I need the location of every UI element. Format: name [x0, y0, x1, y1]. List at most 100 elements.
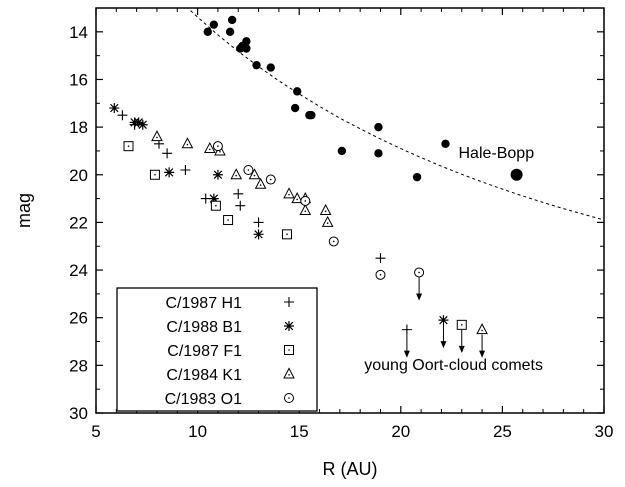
data-point	[133, 117, 144, 128]
marker-shape	[290, 103, 300, 113]
data-point	[375, 269, 386, 280]
marker-dot	[215, 204, 217, 207]
legend-entry-marker	[283, 367, 295, 379]
data-point	[412, 172, 422, 182]
marker-shape	[151, 130, 163, 142]
x-tick-label: 20	[391, 422, 410, 441]
data-point	[212, 169, 223, 180]
annotation-label: Hale-Bopp	[458, 145, 534, 162]
marker-dot	[217, 145, 219, 147]
y-tick-label: 28	[69, 356, 88, 375]
marker-shape	[374, 149, 383, 158]
data-point	[248, 168, 261, 180]
marker-dot	[288, 349, 290, 351]
marker-dot	[227, 219, 229, 221]
marker-shape	[252, 60, 261, 70]
data-point	[149, 169, 160, 180]
data-point	[375, 253, 386, 264]
marker-dot	[156, 136, 158, 139]
legend-entry-marker	[284, 321, 294, 331]
data-point	[319, 203, 332, 215]
data-point	[123, 141, 134, 152]
annotations: Hale-Bopp young Oort-cloud comets	[364, 145, 543, 374]
marker-shape	[117, 110, 128, 121]
data-point	[243, 165, 254, 175]
marker-shape	[266, 63, 275, 72]
fit-curve	[186, 8, 604, 221]
marker-shape	[319, 203, 332, 215]
marker-dot	[288, 374, 290, 376]
legend-entry-label: C/1988 B1	[166, 319, 242, 336]
marker-dot	[253, 174, 256, 177]
y-tick-label: 20	[69, 166, 88, 185]
marker-shape	[253, 229, 264, 240]
axes: 5 10 15 20 25 30 14 16 18 20 22 24 26 28 30 R (AU) mag	[14, 7, 613, 479]
y-tick-label: 30	[69, 404, 88, 423]
data-point	[510, 168, 523, 181]
legend-box	[116, 287, 318, 412]
data-point	[223, 215, 234, 226]
marker-dot	[247, 169, 250, 171]
data-point	[292, 87, 302, 96]
data-point	[242, 37, 251, 46]
data-point	[291, 192, 303, 204]
marker-shape	[242, 37, 251, 46]
limit-arrow-head	[403, 350, 410, 358]
marker-shape	[401, 324, 412, 335]
x-tick-label: 5	[91, 422, 100, 441]
data-point	[233, 188, 244, 199]
data-point	[307, 111, 316, 120]
marker-dot	[259, 184, 262, 186]
data-point	[265, 174, 276, 185]
data-point	[456, 319, 467, 330]
data-point	[266, 63, 275, 72]
limit-arrow-head	[440, 341, 447, 349]
marker-dot	[235, 174, 238, 177]
x-axis-label: R (AU)	[323, 459, 378, 479]
marker-dot	[127, 145, 130, 147]
data-point	[162, 148, 173, 159]
data-point	[374, 122, 383, 132]
legend-entry-label: C/1987 F1	[167, 343, 242, 360]
data-point	[164, 167, 175, 178]
marker-dot	[324, 210, 327, 213]
marker-shape	[203, 141, 216, 154]
data-point	[414, 267, 425, 278]
marker-shape	[254, 177, 267, 189]
marker-shape	[212, 169, 223, 180]
data-point	[225, 27, 235, 37]
marker-shape	[321, 215, 334, 227]
marker-shape	[510, 168, 523, 181]
data-point	[321, 215, 334, 227]
data-point	[210, 200, 221, 211]
upper-limit-arrows	[403, 277, 486, 358]
data-point	[374, 149, 383, 158]
marker-shape	[307, 111, 316, 120]
data-point	[401, 324, 412, 335]
marker-shape	[438, 315, 449, 326]
marker-shape	[230, 168, 243, 180]
marker-dot	[481, 329, 483, 332]
x-tick-label: 15	[290, 422, 309, 441]
marker-shape	[374, 122, 383, 132]
marker-shape	[337, 146, 347, 156]
data-point	[137, 119, 148, 130]
data-point	[117, 110, 128, 121]
data-point	[253, 229, 264, 240]
marker-shape	[292, 87, 302, 96]
marker-dot	[286, 233, 288, 236]
marker-shape	[209, 20, 219, 29]
marker-shape	[283, 187, 295, 199]
y-tick-label: 26	[69, 309, 88, 328]
series-c-1987-f1	[123, 141, 467, 330]
limit-arrow-head	[416, 293, 423, 301]
data-point	[235, 200, 246, 211]
marker-shape	[248, 168, 261, 180]
data-point	[227, 15, 237, 25]
marker-dot	[304, 210, 307, 213]
data-point	[438, 315, 449, 326]
series-c-1983-o1	[212, 141, 425, 280]
series-hale-bopp	[203, 15, 523, 182]
legend: C/1987 H1 C/1988 B1 C/1987 F1 C/1984 K1 C/19…	[116, 287, 318, 412]
